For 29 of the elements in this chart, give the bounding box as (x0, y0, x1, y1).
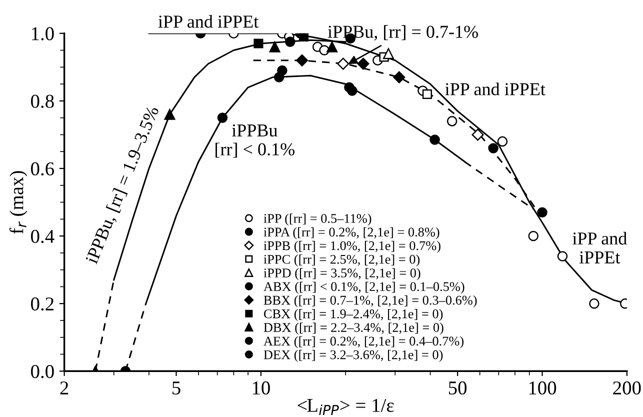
text: iPP and iPPEt (158, 15, 259, 28)
annotation: iPP and iPPEt (445, 82, 546, 96)
legend-label: CBX ([rr] = 1.9–2.4%, [2,1e] = 0) (264, 309, 443, 322)
legend-label: iPP ([rr] = 0.5–11%) (264, 214, 372, 226)
legend-label: DEX ([rr] = 3.2–3.6%, [2,1e] = 0) (264, 350, 443, 362)
legend-label: BBX ([rr] = 0.7–1%, [2,1e] = 0.3–0.6%) (264, 295, 477, 308)
x-tick-label: 5 (172, 382, 180, 395)
y-tick-label: 0.2 (31, 297, 54, 311)
legend-label: iPPD ([rr] = 3.5%, [2,1e] = 0) (264, 268, 420, 280)
x-tick-label: 2 (60, 381, 68, 394)
y-tick-label: 0.4 (31, 230, 54, 244)
x-tick-label: 10 (252, 381, 270, 395)
legend-label: iPPA ([rr] = 0.2%, [2,1e] = 0.8%) (264, 227, 440, 240)
x-tick-label: 100 (529, 381, 556, 395)
x-axis-title: <L$_{iPP}$> = 1/ε (298, 398, 394, 415)
y-tick-label: 0.0 (31, 364, 54, 378)
x-tick-label: 50 (448, 381, 467, 395)
legend-label: DBX ([rr] = 2.2–3.4%, [2,1e] = 0) (264, 322, 444, 335)
legend-label: AEX ([rr] = 0.2%, [2,1e] = 0.4–0.7%) (264, 336, 464, 348)
x-tick-label: 200 (613, 381, 641, 395)
legend-label: iPPB ([rr] = 1.0%, [2,1e] = 0.7%) (264, 240, 440, 253)
annotation: iPPBu [rr] < 0.1% (216, 124, 294, 158)
y-tick-label: 1.0 (32, 27, 54, 40)
y-tick-label: 0.8 (31, 94, 54, 108)
legend-label: ABX ([rr] < 0.1%, [2,1e] = 0.1–0.5%) (264, 282, 464, 294)
y-axis-title: f$_{r}$ (max) (9, 171, 28, 234)
y-tick-label: 0.6 (31, 162, 54, 176)
legend-label: iPPC ([rr] = 2.5%, [2,1e] = 0) (264, 254, 420, 266)
annotation: iPP and iPPEt (572, 232, 627, 264)
